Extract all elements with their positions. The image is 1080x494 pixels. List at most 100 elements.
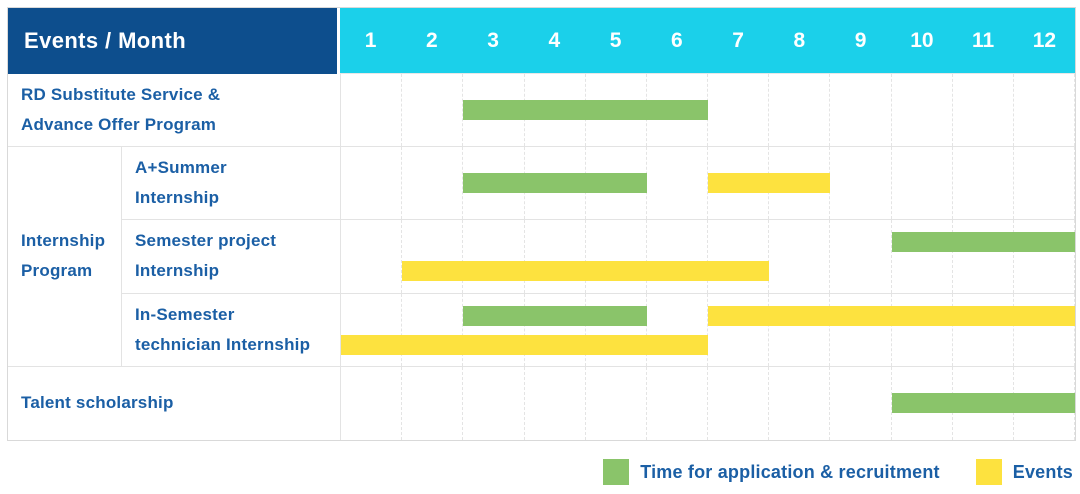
bar-events [341,334,708,355]
legend-label-events: Events [1012,461,1073,482]
bar-application-recruitment [891,232,1075,253]
chart-row-a-plus-summer-internship [340,147,1076,221]
row-label-a-plus-summer-internship: A+Summer Internship [122,147,340,221]
month-label: 3 [487,28,499,52]
month-grid-cell [525,366,586,440]
gantt-table: Events / Month 1 2 3 4 5 6 7 8 9 10 11 12 RD Substi… [7,7,1076,441]
month-grid-cell [586,366,647,440]
row-label-rd-substitute: RD Substitute Service & Advance Offer Pr… [8,74,340,148]
month-grid-cell [402,366,464,440]
month-grid-cell [341,293,403,366]
month-grid-cell [953,293,1014,366]
month-grid-cell [953,220,1014,293]
month-grid-cell [647,366,709,440]
month-label: 6 [671,28,683,52]
month-grid-cell [830,74,892,147]
month-label: 10 [910,28,934,52]
month-grid-cell [892,74,953,147]
month-grid-cell [892,147,953,220]
table-header-corner: Events / Month [8,8,340,74]
month-grid-cell [525,293,586,366]
events-month-header-label: Events / Month [24,28,187,53]
green-swatch-icon [603,459,630,485]
legend-label-recruitment: Time for application & recruitment [640,461,940,482]
chart-row-talent-scholarship [340,366,1076,440]
month-grid-cell [647,293,709,366]
month-grid-cell [1014,293,1076,366]
month-grid-cell [830,220,892,293]
month-grid-cell [892,220,953,293]
month-grid-cell [769,220,831,293]
month-grid-cell [341,366,403,440]
row-label-line: A+Summer [135,158,227,178]
bar-application-recruitment [891,393,1075,414]
legend-item-events: Events [975,459,1073,485]
month-grid-cell [708,366,770,440]
yellow-swatch-icon [975,459,1002,485]
month-grid-cell [830,366,892,440]
row-label-line: Advance Offer Program [21,115,217,135]
month-grid-cell [525,220,586,293]
row-label-line: In-Semester [135,304,235,324]
month-grid-cell [892,293,953,366]
month-grid-cell [402,147,464,220]
month-label: 5 [609,28,622,52]
month-grid-cell [647,147,709,220]
month-grid-cell [586,293,647,366]
group-label-internship-program: Internship Program [8,147,122,367]
month-label: 1 [364,28,377,52]
month-grid-cell [830,147,892,220]
chart-row-semester-project-internship [340,220,1076,294]
bar-application-recruitment [463,100,708,121]
month-grid-cell [1014,74,1076,147]
month-grid-cell [341,74,403,147]
chart-row-in-semester-technician-internship [340,293,1076,367]
bar-application-recruitment [463,173,647,194]
month-grid-cell [402,220,464,293]
row-label-line: technician Internship [135,334,311,354]
month-grid-cell [647,220,709,293]
bar-events [402,261,770,282]
row-label-semester-project-internship: Semester project Internship [122,220,340,294]
month-header-row: 1 2 3 4 5 6 7 8 9 10 11 12 [340,8,1075,74]
month-label: 9 [854,28,867,52]
legend: Time for application & recruitment Event… [603,459,1073,485]
month-label: 12 [1032,28,1057,52]
month-label: 8 [793,28,806,52]
bar-events [708,305,1075,326]
row-label-line: Internship [135,188,220,208]
month-grid-cell [1014,220,1076,293]
month-grid-cell [586,220,647,293]
month-grid-cell [953,74,1014,147]
month-grid-cell [463,366,525,440]
month-grid-cell [402,74,464,147]
row-label-in-semester-technician-internship: In-Semester technician Internship [122,293,340,367]
month-grid-cell [708,74,770,147]
month-grid-cell [769,74,831,147]
row-label-line: RD Substitute Service & [21,85,221,105]
bar-events [708,173,831,194]
month-grid-cell [769,293,831,366]
month-grid-cell [708,293,770,366]
row-label-line: Talent scholarship [21,393,174,413]
legend-item-recruitment: Time for application & recruitment [603,459,940,485]
month-grid-cell [953,147,1014,220]
month-label: 11 [972,28,995,52]
month-grid-cell [830,293,892,366]
group-label-line: Program [21,261,93,281]
row-label-talent-scholarship: Talent scholarship [8,366,340,440]
month-grid-cell [1014,147,1076,220]
month-label: 2 [426,28,438,52]
chart-row-rd-substitute [340,74,1076,148]
month-grid-cell [341,147,403,220]
row-label-line: Semester project [135,231,277,251]
month-grid-cell [708,220,770,293]
month-grid-cell [341,220,403,293]
month-label: 7 [732,28,744,52]
month-grid-cell [769,366,831,440]
month-grid-cell [463,220,525,293]
group-label-line: Internship [21,231,106,251]
row-label-line: Internship [135,261,220,281]
bar-application-recruitment [463,305,647,326]
month-label: 4 [548,28,561,52]
